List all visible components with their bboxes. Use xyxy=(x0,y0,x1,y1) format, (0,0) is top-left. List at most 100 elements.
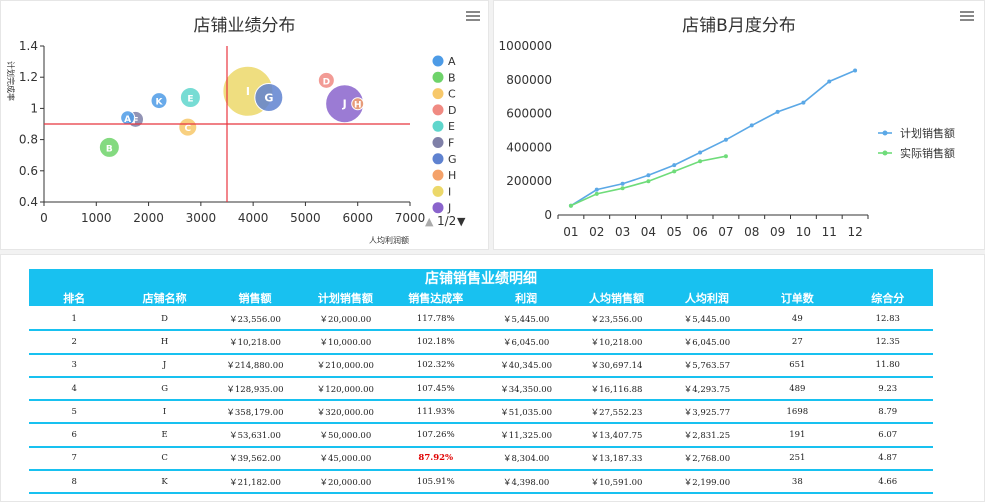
table-cell: ￥20,000.00 xyxy=(300,307,391,332)
legend-marker-d xyxy=(432,104,444,116)
table-cell: ￥5,763.57 xyxy=(661,353,753,378)
table-cell: ￥2,199.00 xyxy=(661,470,753,495)
legend-page-down-icon[interactable]: ▼ xyxy=(457,215,466,228)
table-header-cell[interactable]: 店铺名称 xyxy=(119,289,210,308)
table-cell: 191 xyxy=(752,423,843,448)
legend-label-a: A xyxy=(448,55,456,68)
series-point-0 xyxy=(620,181,625,186)
legend-label-g: G xyxy=(448,153,457,166)
bubble-a xyxy=(120,110,136,126)
line-chart-svg: 01 02 03 04 05 06 07 08 09 10 11 12 0 200000 400000 600… xyxy=(499,39,955,239)
bubble-label-e: E xyxy=(187,94,193,104)
table-cell: 6.07 xyxy=(842,423,933,448)
table-cell: ￥5,445.00 xyxy=(480,307,572,332)
table-cell: E xyxy=(119,423,210,448)
x-tick-label: 5000 xyxy=(290,211,321,225)
series-point-1 xyxy=(620,186,625,191)
series-point-1 xyxy=(568,203,573,208)
table-row: 5 I ￥358,179.00 ￥320,000.00 111.93% ￥51,035.0… xyxy=(29,400,933,425)
table-cell: ￥53,631.00 xyxy=(209,423,301,448)
bubble-label-f: F xyxy=(132,116,138,126)
table-header-cell[interactable]: 销售达成率 xyxy=(390,289,481,308)
table-cell: 251 xyxy=(752,446,843,472)
bubble-d xyxy=(317,71,335,89)
table-cell: ￥20,000.00 xyxy=(300,470,391,495)
table-header-cell[interactable]: 人均利润 xyxy=(661,289,753,308)
table-cell: ￥6,045.00 xyxy=(661,330,753,355)
x-tick-label: 4000 xyxy=(238,211,269,225)
sales-table-panel: 店铺销售业绩明细 排名 店铺名称 销售额 计划销售额 销售达成率 利润 人均销售额 人均利润订… xyxy=(0,254,985,502)
legend-marker-a xyxy=(432,55,444,67)
table-cell: ￥10,218.00 xyxy=(209,330,301,355)
x-tick-label: 10 xyxy=(796,225,811,239)
hamburger-menu-icon[interactable] xyxy=(960,11,974,22)
table-cell: ￥8,304.00 xyxy=(480,446,572,472)
table-cell: ￥210,000.00 xyxy=(300,353,391,378)
legend-marker-0 xyxy=(882,130,888,136)
y-tick-label: 1.2 xyxy=(19,70,38,84)
table-cell: ￥39,562.00 xyxy=(209,446,301,472)
table-cell: H xyxy=(119,330,210,355)
table-header-cell[interactable]: 利润 xyxy=(480,289,572,308)
table-cell: 105.91% xyxy=(390,470,481,495)
y-tick-label: 800000 xyxy=(506,73,552,87)
table-cell: C xyxy=(119,446,210,472)
legend-marker-f xyxy=(432,137,444,148)
table-cell: ￥10,000.00 xyxy=(300,330,391,355)
legend-label-e: E xyxy=(448,120,455,133)
x-tick-label: 09 xyxy=(770,225,785,239)
bubble-c xyxy=(178,117,198,137)
legend-label-h: H xyxy=(448,169,456,182)
table-cell: 107.45% xyxy=(390,376,481,402)
table-cell: ￥128,935.00 xyxy=(209,376,301,402)
series-point-0 xyxy=(749,123,754,128)
table-cell: K xyxy=(119,470,210,495)
table-cell: ￥16,116.88 xyxy=(571,376,662,402)
table-cell: 102.32% xyxy=(390,353,481,378)
table-header-cell[interactable]: 排名 xyxy=(29,289,120,308)
bubble-label-j: J xyxy=(342,98,347,111)
x-tick-label: 11 xyxy=(822,225,837,239)
table-header-row: 排名 店铺名称 销售额 计划销售额 销售达成率 利润 人均销售额 人均利润 订单数 综合分 xyxy=(29,289,933,308)
legend-marker-e xyxy=(432,120,444,132)
table-header-cell[interactable]: 人均销售额 xyxy=(571,289,662,308)
table-cell: 9.23 xyxy=(842,376,933,402)
table-cell: J xyxy=(119,353,210,378)
table-header-cell[interactable]: 订单数 xyxy=(752,289,843,308)
x-tick-label: 01 xyxy=(563,225,578,239)
y-tick-label: 600000 xyxy=(506,107,552,121)
table-cell: 5 xyxy=(29,400,120,425)
table-header-cell[interactable]: 计划销售额 xyxy=(300,289,391,308)
legend-marker-c xyxy=(432,88,444,100)
table-cell: ￥6,045.00 xyxy=(480,330,572,355)
table-cell: ￥2,768.00 xyxy=(661,446,753,472)
legend-page-up-icon[interactable]: ▲ xyxy=(425,215,434,228)
bubble-label-h: H xyxy=(354,101,362,111)
bubble-label-c: C xyxy=(184,124,191,134)
legend-label-j: J xyxy=(447,202,451,215)
bubble-label-a: A xyxy=(124,115,131,125)
table-cell: 8.79 xyxy=(842,400,933,425)
table-cell: 651 xyxy=(752,353,843,378)
line-chart-title: 店铺B月度分布 xyxy=(682,16,796,36)
legend-marker-g xyxy=(432,153,444,165)
series-point-0 xyxy=(723,137,728,142)
x-tick-label: 3000 xyxy=(186,211,217,225)
bubble-k xyxy=(150,92,168,110)
hamburger-menu-icon[interactable] xyxy=(466,11,480,22)
x-tick-label: 12 xyxy=(847,225,862,239)
table-cell: I xyxy=(119,400,210,425)
bubble-label-b: B xyxy=(106,144,113,154)
table-header-cell[interactable]: 销售额 xyxy=(209,289,301,308)
bubble-chart-title: 店铺业绩分布 xyxy=(193,16,296,36)
table-row: 2 H ￥10,218.00 ￥10,000.00 102.18% ￥6,045.00 ￥1… xyxy=(29,330,933,355)
sales-table: 店铺销售业绩明细 排名 店铺名称 销售额 计划销售额 销售达成率 利润 人均销售额 人均利润订… xyxy=(29,269,933,495)
table-header-cell[interactable]: 综合分 xyxy=(842,289,933,308)
series-point-1 xyxy=(723,154,728,159)
legend-marker-b xyxy=(432,71,444,83)
x-tick-label: 05 xyxy=(667,225,682,239)
table-cell: ￥358,179.00 xyxy=(209,400,301,425)
y-tick-label: 1 xyxy=(30,101,38,115)
table-cell: 87.92% xyxy=(390,446,481,472)
bubble-label-k: K xyxy=(156,98,164,108)
